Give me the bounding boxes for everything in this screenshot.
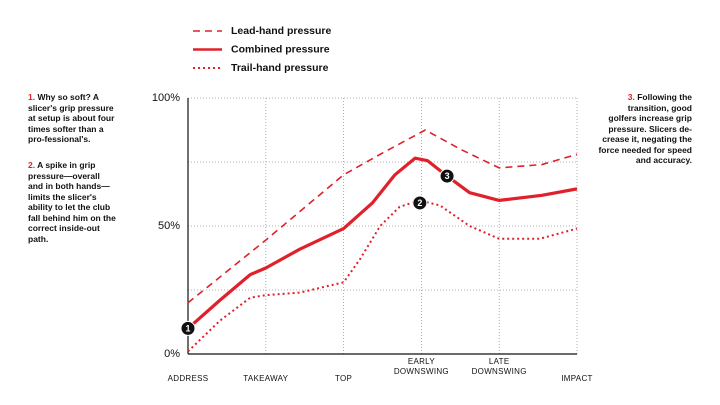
note-text: Following the transition, good golfers i… — [598, 92, 692, 165]
y-tick-label: 50% — [158, 220, 180, 232]
marker — [412, 195, 428, 211]
marker-label: 1 — [185, 323, 190, 333]
note-text: Why so soft? A slicer's grip pressure at… — [28, 92, 115, 144]
x-tick-label: TOP — [334, 374, 353, 383]
y-tick-label: 0% — [164, 348, 180, 360]
marker-label: 3 — [445, 171, 450, 181]
note-2: 2. A spike in grip pressure—overall and … — [28, 160, 116, 244]
note-text: A spike in grip pressure—overall and in … — [28, 160, 116, 244]
note-1: 1. Why so soft? A slicer's grip pressure… — [28, 92, 116, 145]
marker — [180, 320, 196, 336]
series-line — [187, 199, 578, 353]
series-line — [187, 129, 578, 304]
x-tick-label: ADDRESS — [167, 374, 209, 383]
x-tick-label: LATE DOWNSWING — [471, 357, 527, 376]
note-number: 3. — [627, 92, 635, 102]
marker — [439, 168, 455, 184]
legend-label: Lead-hand pressure — [231, 25, 332, 37]
note-3: 3. Following the transition, good golfer… — [598, 92, 692, 166]
note-number: 2. — [28, 160, 36, 170]
x-tick-label: EARLY DOWNSWING — [393, 357, 449, 376]
x-tick-label: TAKEAWAY — [243, 374, 289, 383]
x-tick-label: IMPACT — [561, 374, 593, 383]
marker-label: 2 — [417, 198, 422, 208]
legend-label: Trail-hand pressure — [231, 62, 329, 74]
legend-label: Combined pressure — [231, 43, 330, 55]
y-tick-label: 100% — [152, 92, 180, 104]
series-line — [186, 156, 578, 330]
note-number: 1. — [28, 92, 36, 102]
